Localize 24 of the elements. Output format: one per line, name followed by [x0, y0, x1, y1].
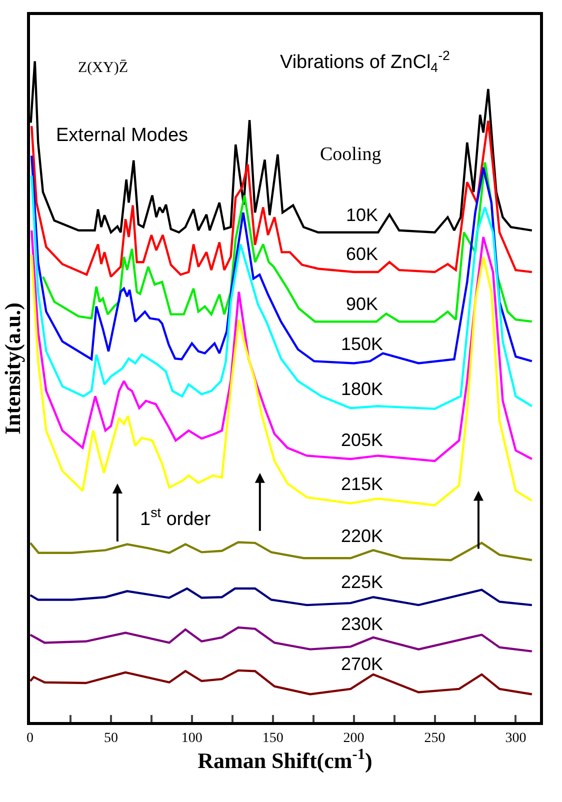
x-axis-title: Raman Shift(cm$^{-1}$): [198, 746, 372, 774]
series-label: 90K: [346, 294, 378, 314]
x-tick-label: 300: [505, 730, 526, 746]
y-axis-title: Intensity(a.u.): [0, 302, 25, 435]
x-tick-label: 0: [26, 730, 34, 746]
x-tick-label: 200: [343, 730, 364, 746]
annotation: Cooling: [320, 144, 382, 165]
series-label: 225K: [341, 572, 384, 592]
series-label: 270K: [341, 654, 384, 674]
series-label: 60K: [346, 244, 378, 264]
series-label: 230K: [341, 614, 384, 634]
series-label: 215K: [341, 474, 384, 494]
series-label: 205K: [341, 430, 384, 450]
x-tick-label: 250: [424, 730, 446, 746]
x-tick-label: 50: [104, 730, 118, 746]
annotation: 1$^{st}$ order: [140, 505, 212, 530]
annotation: External Modes: [56, 125, 188, 146]
series-label: 180K: [341, 379, 384, 399]
series-label: 220K: [341, 526, 384, 546]
x-tick-label: 150: [262, 730, 284, 746]
series-label: 150K: [341, 334, 384, 354]
annotation: Z(XY)Z̄: [78, 59, 128, 76]
x-tick-label: 100: [181, 730, 202, 746]
series-label: 10K: [346, 205, 378, 225]
